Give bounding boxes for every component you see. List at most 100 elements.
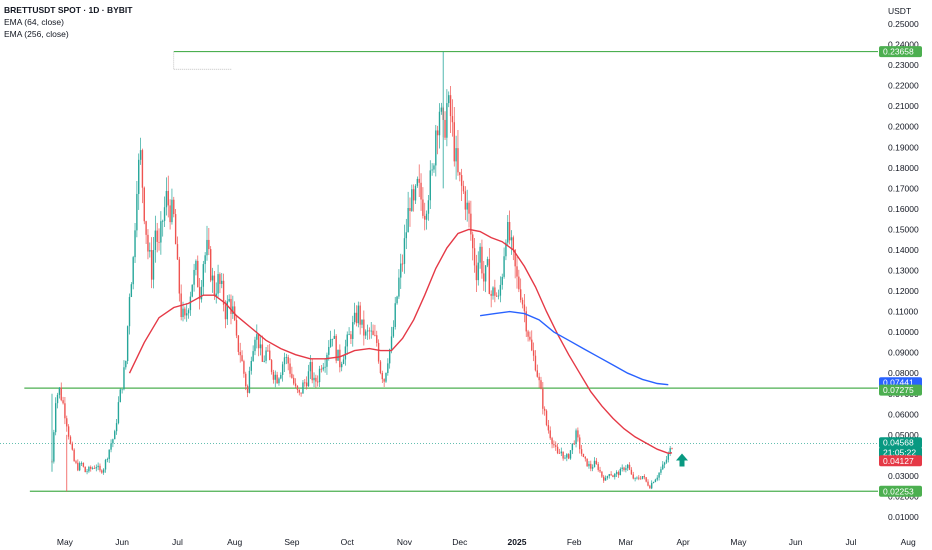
candle-body [512, 237, 515, 250]
candle-body [436, 130, 439, 136]
candle-body [632, 474, 634, 479]
candle-body [671, 448, 673, 449]
candle-body [473, 248, 476, 266]
candle-body [245, 373, 247, 387]
candle-body [294, 383, 297, 386]
candle-body [366, 330, 369, 332]
candle-body [267, 350, 269, 352]
candle-body [117, 402, 120, 424]
candle-body [176, 244, 179, 260]
candle-body [300, 392, 302, 394]
candle-body [497, 295, 500, 297]
candle-body [167, 190, 169, 206]
candle-body [372, 330, 374, 335]
candle-body [566, 454, 568, 458]
candle-body [283, 357, 286, 365]
candle-body [270, 360, 273, 372]
x-tick-label: Jul [846, 537, 857, 547]
candle-body [337, 349, 339, 361]
ema-short-label[interactable]: EMA (64, close) [4, 17, 64, 27]
candle-body [401, 263, 404, 265]
candle-body [501, 276, 503, 285]
candle-body [84, 466, 86, 473]
candle-body [444, 119, 446, 138]
candle-body [361, 319, 363, 325]
candle-body [125, 360, 127, 368]
candle-body [555, 445, 557, 447]
candle-body [595, 460, 598, 465]
candle-body [152, 249, 155, 280]
candle-body [567, 454, 570, 459]
candle-body [396, 296, 398, 304]
y-tick-label: 0.15000 [888, 224, 919, 234]
candle-body [280, 374, 282, 379]
candle-body [639, 478, 642, 480]
candle-body [388, 349, 391, 364]
candle-body [597, 464, 599, 470]
symbol-title[interactable]: BRETTUSDT SPOT · 1D · BYBIT [4, 5, 133, 15]
candle-body [348, 334, 350, 336]
x-tick-label: Feb [567, 537, 582, 547]
candle-body [564, 457, 566, 459]
candle-body [525, 311, 527, 332]
candle-body [82, 462, 85, 467]
candle-body [165, 190, 168, 208]
price-badge [879, 384, 922, 396]
y-tick-label: 0.11000 [888, 307, 918, 317]
candle-body [156, 230, 158, 242]
candle-body [191, 284, 193, 297]
candle-body [287, 357, 289, 364]
candle-body [411, 189, 413, 211]
candle-body [669, 448, 671, 454]
candle-body [278, 378, 280, 384]
candle-body [304, 382, 306, 384]
candle-body [394, 303, 396, 327]
candle-body [186, 313, 188, 316]
candle-body [377, 342, 380, 362]
x-tick-label: Jun [789, 537, 803, 547]
candle-body [472, 234, 474, 249]
price-badge-text: 0.04127 [883, 456, 914, 466]
candle-body [335, 335, 337, 361]
candle-body [643, 476, 646, 478]
candle-body [293, 377, 295, 384]
candle-body [641, 476, 644, 479]
price-badge [879, 437, 922, 449]
candle-body [457, 148, 459, 173]
candle-body [446, 103, 448, 138]
candle-body [663, 462, 666, 465]
candle-body [381, 373, 383, 380]
price-badge-text: 0.23658 [883, 47, 914, 57]
candle-body [272, 371, 275, 380]
candle-body [571, 443, 574, 451]
candle-body [154, 230, 157, 250]
candle-body [171, 199, 173, 223]
candle-body [532, 350, 535, 356]
candle-body [468, 202, 470, 214]
ema-long-label[interactable]: EMA (256, close) [4, 29, 69, 39]
y-tick-label: 0.21000 [888, 101, 919, 111]
candle-body [494, 287, 496, 296]
candle-body [519, 289, 522, 300]
candle-body [324, 366, 326, 368]
candle-body [621, 467, 623, 469]
candle-body [510, 237, 513, 241]
candle-body [73, 449, 75, 462]
candle-body [250, 360, 252, 371]
candle-body [558, 453, 561, 454]
candle-body [363, 319, 365, 336]
x-tick-label: May [57, 537, 74, 547]
candle-body [431, 169, 433, 171]
candle-body [204, 255, 206, 265]
candle-body [370, 330, 372, 332]
candle-body [551, 438, 553, 445]
candle-body [309, 362, 312, 372]
candle-body [97, 465, 99, 468]
candle-body [580, 449, 583, 454]
candle-body [213, 275, 216, 297]
candle-body [418, 178, 420, 183]
candle-body [162, 220, 164, 222]
candle-body [158, 241, 160, 243]
candle-body [538, 376, 540, 381]
